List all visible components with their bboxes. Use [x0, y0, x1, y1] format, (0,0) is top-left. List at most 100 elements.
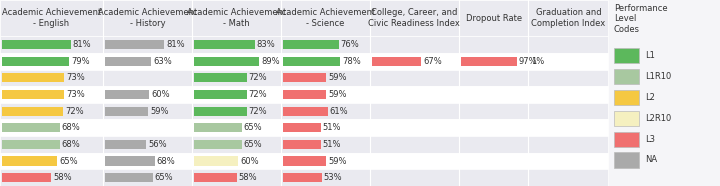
Bar	[192, 0, 281, 36]
Bar	[2, 123, 60, 132]
Bar	[2, 140, 60, 149]
Bar	[192, 103, 281, 119]
Bar	[528, 53, 608, 70]
Text: 63%: 63%	[153, 57, 172, 66]
Bar	[459, 169, 528, 186]
Bar	[370, 0, 459, 36]
Text: 72%: 72%	[248, 107, 267, 116]
Text: NA: NA	[645, 155, 657, 164]
Bar	[459, 86, 528, 103]
Text: Academic Achievement
- History: Academic Achievement - History	[98, 8, 197, 28]
Text: 78%: 78%	[342, 57, 361, 66]
Bar	[2, 107, 63, 116]
Text: 59%: 59%	[328, 157, 347, 166]
Bar	[105, 173, 153, 182]
Bar	[194, 156, 238, 166]
Bar	[2, 73, 64, 82]
Text: 60%: 60%	[240, 157, 258, 166]
Text: L2: L2	[645, 93, 655, 102]
Text: 59%: 59%	[328, 73, 347, 82]
Bar	[281, 169, 370, 186]
Text: 72%: 72%	[248, 90, 267, 99]
Text: 58%: 58%	[53, 173, 72, 182]
Text: 68%: 68%	[62, 140, 81, 149]
Bar	[0, 53, 103, 70]
Bar	[528, 169, 608, 186]
Bar	[192, 119, 281, 136]
Bar	[103, 169, 192, 186]
Bar	[284, 173, 322, 182]
Bar	[192, 153, 281, 169]
Bar	[105, 90, 149, 99]
Bar	[281, 86, 370, 103]
Bar	[0, 136, 103, 153]
Bar	[370, 153, 459, 169]
Bar	[194, 123, 242, 132]
Bar	[284, 156, 326, 166]
Text: 67%: 67%	[423, 57, 442, 66]
Text: 51%: 51%	[323, 140, 341, 149]
Bar	[281, 70, 370, 86]
Text: 65%: 65%	[243, 123, 262, 132]
Text: 58%: 58%	[238, 173, 257, 182]
Bar	[284, 57, 341, 66]
Bar	[459, 53, 528, 70]
Text: L2R10: L2R10	[645, 114, 672, 123]
Bar	[370, 53, 459, 70]
Text: Dropout Rate: Dropout Rate	[466, 14, 522, 23]
Bar	[281, 153, 370, 169]
Bar	[281, 103, 370, 119]
Bar	[194, 140, 242, 149]
Bar	[459, 103, 528, 119]
Bar	[528, 36, 608, 53]
Bar	[194, 90, 247, 99]
Bar	[462, 57, 517, 66]
Bar	[103, 119, 192, 136]
Bar	[370, 136, 459, 153]
Bar	[194, 57, 259, 66]
Bar	[528, 119, 608, 136]
Bar	[105, 156, 155, 166]
Bar	[284, 140, 320, 149]
Bar	[281, 136, 370, 153]
Bar	[372, 57, 421, 66]
Bar	[459, 119, 528, 136]
Text: College, Career, and
Civic Readiness Index: College, Career, and Civic Readiness Ind…	[369, 8, 460, 28]
Text: 53%: 53%	[324, 173, 343, 182]
Bar	[370, 86, 459, 103]
Bar	[192, 136, 281, 153]
Bar	[103, 86, 192, 103]
Bar	[614, 69, 639, 84]
Text: Academic Achievement
- English: Academic Achievement - English	[2, 8, 101, 28]
Text: L1: L1	[645, 51, 655, 60]
Text: 65%: 65%	[155, 173, 174, 182]
Bar	[0, 119, 103, 136]
Bar	[370, 103, 459, 119]
Text: 76%: 76%	[341, 40, 359, 49]
Bar	[281, 119, 370, 136]
Text: Performance
Level
Codes: Performance Level Codes	[614, 4, 667, 33]
Bar	[0, 169, 103, 186]
Bar	[103, 0, 192, 36]
Bar	[459, 136, 528, 153]
Bar	[103, 136, 192, 153]
Text: 51%: 51%	[323, 123, 341, 132]
Bar	[2, 156, 58, 166]
Bar	[194, 173, 237, 182]
Bar	[528, 86, 608, 103]
Text: L3: L3	[645, 135, 655, 144]
Text: Academic Achievement
- Science: Academic Achievement - Science	[276, 8, 375, 28]
Bar	[528, 0, 608, 36]
Text: 60%: 60%	[151, 90, 170, 99]
Text: 81%: 81%	[73, 40, 91, 49]
Bar	[528, 103, 608, 119]
Text: 56%: 56%	[148, 140, 166, 149]
Bar	[0, 153, 103, 169]
Text: 83%: 83%	[257, 40, 276, 49]
Text: 72%: 72%	[248, 73, 267, 82]
Text: 59%: 59%	[150, 107, 168, 116]
Bar	[0, 36, 103, 53]
Bar	[2, 57, 69, 66]
Bar	[281, 0, 370, 36]
Bar	[528, 153, 608, 169]
